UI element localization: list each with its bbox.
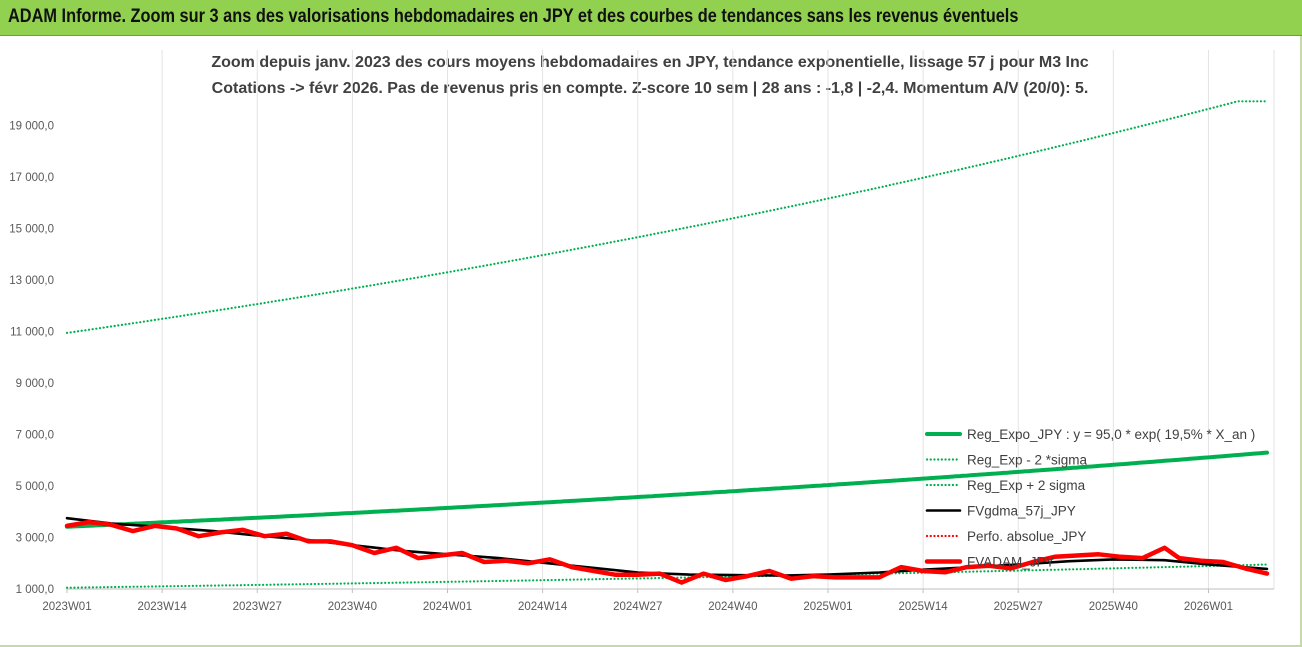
y-tick-label: 5 000,0: [16, 481, 54, 493]
report-banner: ADAM Informe. Zoom sur 3 ans des valoris…: [0, 0, 1302, 36]
x-tick-label: 2024W40: [708, 601, 757, 613]
y-tick-label: 9 000,0: [16, 378, 54, 390]
legend-label: Perfo. absolue_JPY: [967, 529, 1086, 544]
legend: Reg_Expo_JPY : y = 95,0 * exp( 19,5% * X…: [924, 427, 1255, 570]
legend-label: Reg_Expo_JPY : y = 95,0 * exp( 19,5% * X…: [967, 427, 1255, 442]
x-tick-label: 2025W27: [994, 601, 1043, 613]
y-tick-label: 19 000,0: [9, 121, 54, 133]
x-tick-label: 2024W14: [518, 601, 568, 613]
chart-frame: [0, 36, 1302, 647]
legend-label: Reg_Exp + 2 sigma: [967, 478, 1086, 493]
series-line-reg-expo-jpy-y-95-0-exp-19-5-x-an: [65, 450, 1269, 529]
y-tick-label: 7 000,0: [16, 430, 54, 442]
series: [64, 100, 1270, 589]
legend-label: FVgdma_57j_JPY: [967, 504, 1076, 519]
x-tick-label: 2025W40: [1089, 601, 1138, 613]
axes: 2023W01 2023W14 2023W27 2023W40 2024W01 2024W…: [9, 121, 1274, 613]
x-tick-label: 2026W01: [1184, 601, 1233, 613]
x-tick-label: 2024W01: [423, 601, 472, 613]
y-tick-label: 11 000,0: [10, 327, 54, 339]
chart-title-line1: Zoom depuis janv. 2023 des cours moyens …: [211, 54, 1088, 71]
x-tick-label: 2023W14: [138, 601, 188, 613]
x-tick-label: 2025W01: [803, 601, 852, 613]
y-tick-label: 17 000,0: [9, 172, 54, 184]
x-tick-label: 2025W14: [898, 601, 948, 613]
y-tick-label: 3 000,0: [16, 533, 54, 545]
x-tick-label: 2024W27: [613, 601, 662, 613]
banner-title: ADAM Informe. Zoom sur 3 ans des valoris…: [8, 6, 1019, 27]
series-line-perfo-absolue-jpy: [65, 520, 1269, 584]
y-tick-label: 15 000,0: [9, 224, 54, 236]
y-tick-label: 1 000,0: [16, 584, 54, 596]
grid: [161, 50, 1275, 589]
series-line-fvgdma-57j-jpy: [65, 516, 1269, 577]
x-tick-label: 2023W40: [328, 601, 377, 613]
legend-label: Reg_Exp - 2 *sigma: [967, 453, 1088, 468]
series-line-reg-exp-2-sigma: [65, 100, 1269, 334]
x-tick-label: 2023W01: [42, 601, 91, 613]
x-tick-label: 2023W27: [233, 601, 282, 613]
y-tick-label: 13 000,0: [9, 275, 54, 287]
chart-title-line2: Cotations -> févr 2026. Pas de revenus p…: [212, 80, 1089, 97]
legend-label: FVADAM_JPY: [967, 555, 1055, 570]
